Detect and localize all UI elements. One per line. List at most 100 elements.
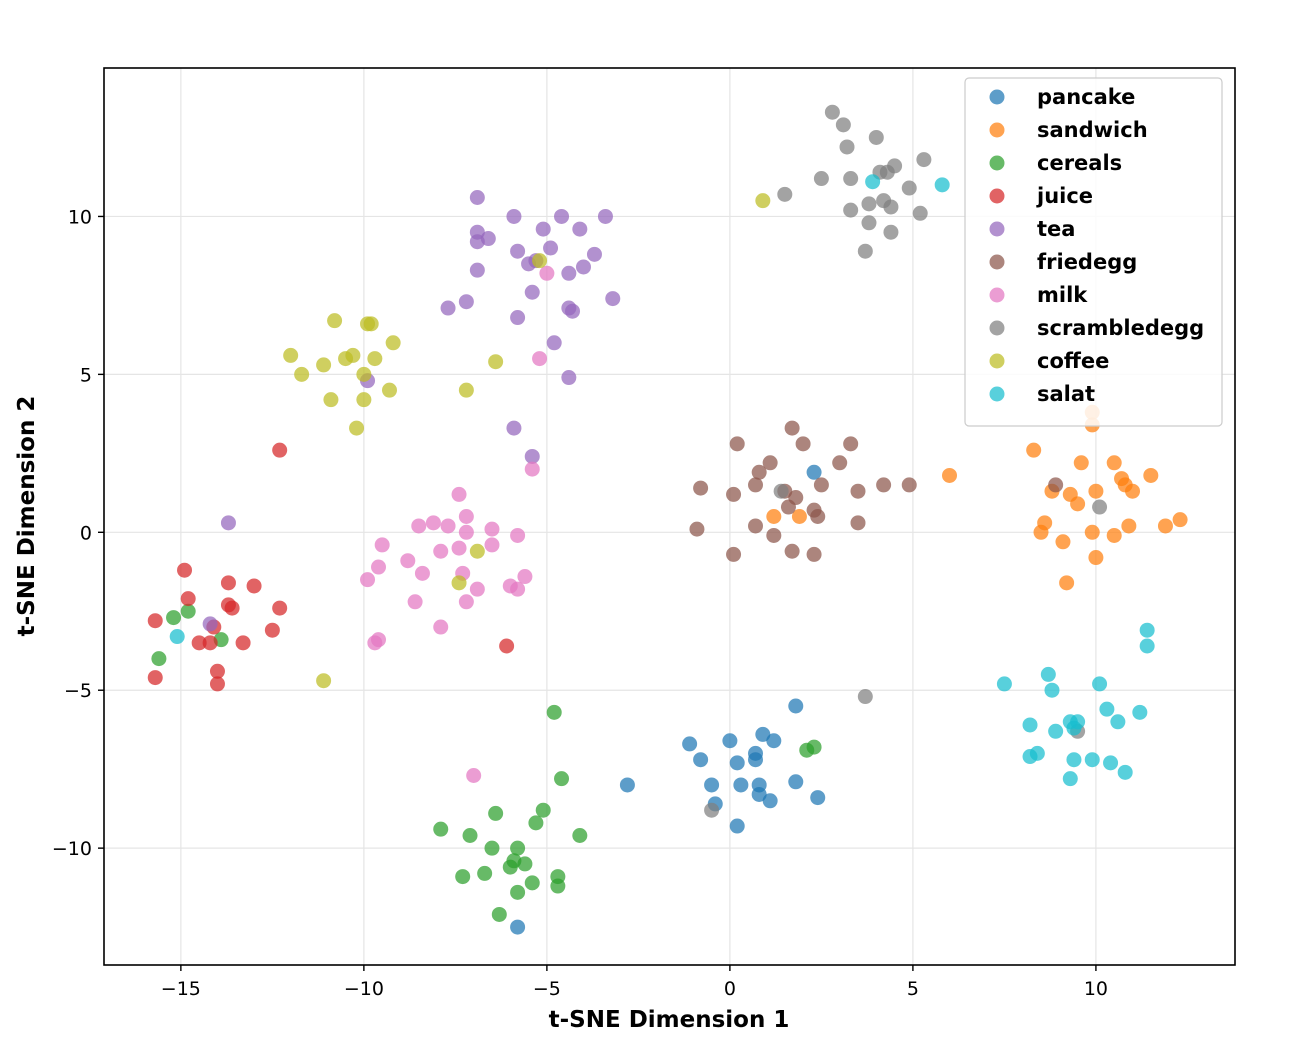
point-pancake — [762, 793, 778, 809]
legend-box — [964, 77, 1223, 427]
point-milk — [458, 594, 474, 610]
point-pancake — [748, 752, 764, 768]
point-milk — [371, 632, 387, 648]
point-milk — [440, 518, 456, 534]
point-friedegg — [795, 436, 811, 452]
point-coffee — [345, 347, 361, 363]
point-scrambledegg — [824, 104, 840, 120]
point-scrambledegg — [883, 199, 899, 215]
point-milk — [374, 537, 390, 553]
point-sandwich — [1088, 550, 1104, 566]
point-coffee — [367, 351, 383, 367]
point-milk — [484, 521, 500, 537]
point-tea — [597, 208, 613, 224]
point-friedegg — [748, 518, 764, 534]
point-pancake — [704, 777, 720, 793]
point-coffee — [381, 382, 397, 398]
y-tick-label: −5 — [64, 680, 92, 702]
point-tea — [554, 208, 570, 224]
point-cereals — [491, 906, 507, 922]
point-friedegg — [748, 477, 764, 493]
point-tea — [543, 240, 559, 256]
point-coffee — [532, 253, 548, 269]
legend-marker-juice — [989, 188, 1005, 204]
point-milk — [433, 619, 449, 635]
x-tick-label: −5 — [533, 978, 561, 1000]
point-milk — [458, 524, 474, 540]
point-sandwich — [1106, 527, 1122, 543]
legend-marker-tea — [989, 221, 1005, 237]
point-sandwich — [1143, 467, 1159, 483]
point-scrambledegg — [901, 180, 917, 196]
point-cereals — [166, 610, 182, 626]
point-milk — [469, 581, 485, 597]
legend-label-juice: juice — [1036, 184, 1093, 208]
point-tea — [202, 616, 218, 632]
point-scrambledegg — [861, 215, 877, 231]
point-juice — [272, 442, 288, 458]
point-milk — [517, 569, 533, 585]
point-tea — [565, 303, 581, 319]
point-salat — [1117, 764, 1133, 780]
point-salat — [1066, 752, 1082, 768]
point-juice — [220, 575, 236, 591]
point-pancake — [619, 777, 635, 793]
point-milk — [458, 509, 474, 524]
point-coffee — [356, 366, 372, 382]
point-pancake — [788, 774, 804, 790]
point-tea — [524, 448, 540, 464]
point-salat — [1062, 771, 1078, 787]
point-scrambledegg — [835, 117, 851, 133]
point-friedegg — [901, 477, 917, 493]
point-juice — [235, 635, 251, 651]
point-milk — [524, 461, 540, 477]
point-pancake — [766, 733, 782, 749]
point-coffee — [385, 335, 401, 351]
point-scrambledegg — [773, 483, 789, 499]
point-juice — [147, 613, 163, 629]
point-cereals — [528, 815, 544, 831]
point-salat — [1103, 755, 1119, 771]
point-coffee — [488, 354, 504, 370]
legend-marker-scrambledegg — [989, 320, 1005, 336]
point-juice — [209, 663, 225, 679]
point-friedegg — [693, 480, 709, 496]
point-cereals — [510, 884, 526, 900]
point-scrambledegg — [887, 158, 903, 174]
legend-marker-milk — [989, 287, 1005, 303]
point-friedegg — [806, 546, 822, 562]
point-tea — [458, 294, 474, 310]
point-milk — [371, 559, 387, 575]
point-sandwich — [791, 509, 807, 524]
point-tea — [586, 246, 602, 262]
point-salat — [1048, 723, 1064, 739]
point-sandwich — [1026, 442, 1042, 458]
point-scrambledegg — [868, 129, 884, 145]
point-milk — [451, 486, 467, 502]
point-coffee — [294, 366, 310, 382]
x-tick-label: 0 — [724, 978, 736, 1000]
point-pancake — [682, 736, 698, 752]
point-sandwich — [1157, 518, 1173, 534]
point-scrambledegg — [843, 202, 859, 218]
point-juice — [202, 635, 218, 651]
point-salat — [169, 629, 185, 645]
point-coffee — [451, 575, 467, 591]
point-salat — [1110, 714, 1126, 730]
point-cereals — [488, 805, 504, 821]
point-cereals — [462, 828, 478, 844]
point-tea — [440, 300, 456, 316]
point-salat — [1084, 752, 1100, 768]
legend-label-sandwich: sandwich — [1037, 118, 1148, 142]
point-tea — [510, 243, 526, 259]
legend: pancake sandwich cereals juice tea friedegg mi… — [964, 77, 1223, 427]
point-tea — [546, 335, 562, 351]
point-sandwich — [1172, 512, 1188, 528]
point-friedegg — [832, 455, 848, 471]
point-cereals — [455, 869, 471, 885]
point-sandwich — [1033, 524, 1049, 540]
point-cereals — [546, 704, 562, 720]
point-cereals — [484, 840, 500, 856]
point-milk — [400, 553, 416, 569]
point-pancake — [510, 919, 526, 935]
